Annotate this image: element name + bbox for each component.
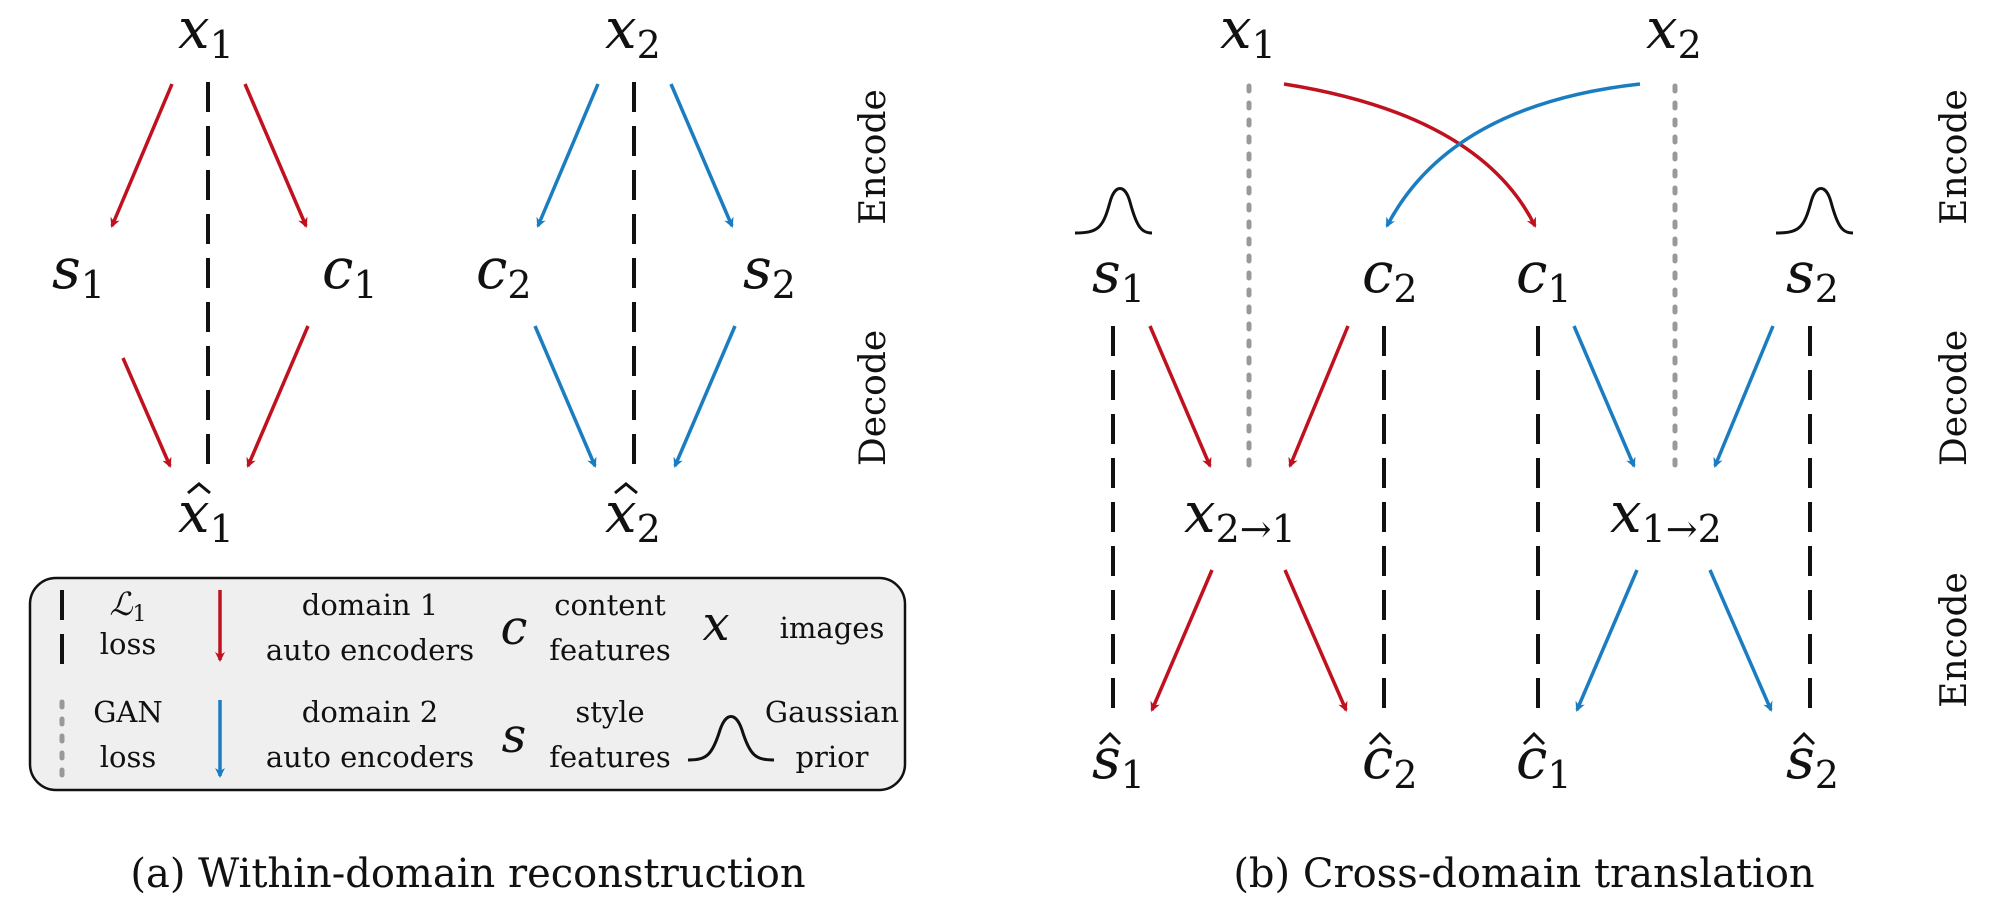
- arrow-decode-c1-x12: [1572, 325, 1636, 468]
- legend-l1-label: loss: [100, 627, 157, 661]
- node-a-s2: s2: [743, 237, 796, 307]
- legend-domain2-line1: domain 2: [302, 695, 438, 729]
- hat-b-chat2: [1368, 731, 1392, 746]
- panel-a: x1 x2 s1 c1 c2 s2 x1 x2 Encode Decode: [28, 0, 907, 792]
- node-b-c1: c1: [1516, 241, 1572, 311]
- gaussian-prior-icon: [1775, 187, 1854, 235]
- arrow-decode-c2-x21: [1288, 325, 1350, 468]
- legend-gaussian-icon: [687, 715, 775, 762]
- legend-gauss-line2: prior: [795, 740, 868, 774]
- caption-a: (a) Within-domain reconstruction: [130, 851, 805, 897]
- side-label-encode: Encode: [1934, 89, 1975, 225]
- arrow-decode-s1-x21: [1148, 325, 1212, 468]
- gaussian-prior-icon: [1074, 187, 1153, 235]
- node-b-shat2: s2: [1786, 727, 1839, 797]
- legend-gan-line1: GAN: [93, 695, 162, 729]
- node-b-chat2: c2: [1362, 727, 1418, 797]
- arrow-encode-x21-chat2: [1283, 569, 1348, 712]
- arrow-encode-x2-c2: [536, 83, 600, 228]
- arrow-decode-s2-xhat2: [673, 325, 737, 468]
- arrow-encode-x21-shat1: [1150, 569, 1214, 712]
- node-b-x1: x1: [1220, 0, 1276, 67]
- legend-style-symbol: s: [502, 708, 527, 764]
- arrow-encode-x12-chat1: [1575, 569, 1639, 712]
- node-b-x2: x2: [1646, 0, 1702, 67]
- legend-content-symbol: c: [501, 600, 528, 656]
- legend-content-line1: content: [554, 588, 666, 622]
- legend-gauss-line1: Gaussian: [765, 695, 899, 729]
- side-label-encode: Encode: [1934, 572, 1975, 708]
- arrow-decode-c1-xhat1: [246, 325, 310, 468]
- hat-a-xhat2: [614, 482, 638, 495]
- arrow-decode-s2-x12: [1713, 325, 1775, 468]
- legend-style-line2: features: [549, 740, 670, 774]
- arrow-encode-x2-s2: [669, 83, 734, 228]
- hat-b-shat2: [1792, 731, 1816, 746]
- legend-domain1-line2: auto encoders: [266, 633, 474, 667]
- node-b-x2to1: x2→1: [1184, 481, 1296, 551]
- side-label-encode: Encode: [853, 89, 894, 225]
- node-b-x1to2: x1→2: [1610, 481, 1722, 551]
- legend-l1-symbol: ℒ1: [109, 585, 146, 627]
- node-a-xhat2: x2: [605, 481, 661, 551]
- arrow-decode-s1-xhat1: [121, 357, 172, 468]
- arrow-encode-x1-c1-cross: [1283, 82, 1537, 228]
- node-a-x1: x1: [178, 0, 234, 67]
- panel-b: x1 x2 s1 c2 c1 s2 x2→1 x1→2 s1 c2 c1 s2: [1074, 0, 1975, 797]
- node-b-s2: s2: [1786, 241, 1839, 311]
- node-a-c2: c2: [476, 237, 532, 307]
- legend-style-line1: style: [575, 695, 644, 729]
- node-b-shat1: s1: [1092, 727, 1145, 797]
- node-a-c1: c1: [322, 237, 378, 307]
- arrow-encode-x1-c1: [243, 83, 308, 228]
- side-label-decode: Decode: [853, 330, 894, 466]
- legend: ℒ1 loss GAN loss domain 1 auto encoders …: [28, 576, 907, 792]
- arrow-encode-x12-shat2: [1708, 569, 1773, 712]
- node-a-x2: x2: [605, 0, 661, 67]
- arrow-encode-x2-c2-cross: [1385, 82, 1641, 228]
- legend-images-symbol: x: [702, 596, 729, 652]
- legend-content-line2: features: [549, 633, 670, 667]
- hat-b-shat1: [1098, 731, 1122, 746]
- hat-a-xhat1: [187, 482, 211, 495]
- domain1-arrows: [1148, 325, 1350, 712]
- hat-b-chat1: [1522, 731, 1546, 746]
- node-b-chat1: c1: [1516, 727, 1572, 797]
- legend-box: [28, 576, 907, 792]
- arrow-decode-c2-xhat2: [533, 325, 597, 468]
- legend-domain2-line2: auto encoders: [266, 740, 474, 774]
- side-label-decode: Decode: [1934, 330, 1975, 466]
- node-b-c2: c2: [1362, 241, 1418, 311]
- node-b-s1: s1: [1092, 241, 1145, 311]
- node-a-s1: s1: [52, 237, 105, 307]
- domain2-arrows: [1572, 325, 1775, 712]
- legend-domain1-line1: domain 1: [302, 588, 438, 622]
- domain1-arrows: [110, 83, 310, 468]
- legend-images-label: images: [780, 611, 885, 645]
- arrow-encode-x1-s1: [110, 83, 174, 228]
- domain2-arrows: [533, 83, 737, 468]
- caption-b: (b) Cross-domain translation: [1233, 851, 1814, 897]
- node-a-xhat1: x1: [178, 481, 234, 551]
- legend-gan-line2: loss: [100, 740, 157, 774]
